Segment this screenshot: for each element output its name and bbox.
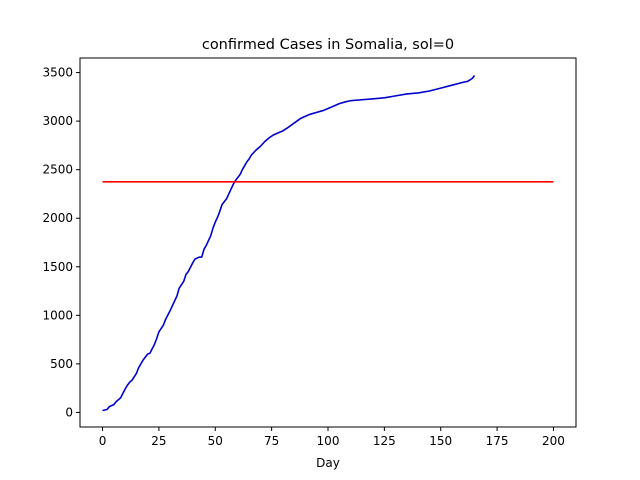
y-tick-label: 2500 [42, 163, 73, 177]
plot-frame [79, 57, 577, 428]
y-tick-label: 1000 [42, 308, 73, 322]
x-tick-label: 75 [264, 434, 279, 448]
x-axis-label: Day [316, 456, 340, 470]
x-axis-ticks: 0 25 50 75 100 125 150 175 200 [99, 427, 565, 448]
x-tick-label: 150 [429, 434, 452, 448]
y-axis-ticks: 0 500 1000 1500 2000 2500 3000 3500 [42, 66, 80, 419]
y-tick-label: 500 [50, 357, 73, 371]
y-tick-label: 3000 [42, 114, 73, 128]
chart-title: confirmed Cases in Somalia, sol=0 [202, 37, 454, 53]
y-tick-label: 3500 [42, 66, 73, 80]
x-tick-label: 50 [208, 434, 223, 448]
series-line-0 [102, 74, 476, 412]
x-tick-label: 0 [99, 434, 107, 448]
x-tick-label: 25 [151, 434, 166, 448]
y-tick-label: 1500 [42, 260, 73, 274]
y-tick-label: 2000 [42, 211, 73, 225]
plot-area [102, 74, 554, 412]
x-tick-label: 200 [542, 434, 565, 448]
x-tick-label: 100 [317, 434, 340, 448]
x-tick-label: 125 [373, 434, 396, 448]
y-tick-label: 0 [65, 405, 73, 419]
x-tick-label: 175 [486, 434, 509, 448]
